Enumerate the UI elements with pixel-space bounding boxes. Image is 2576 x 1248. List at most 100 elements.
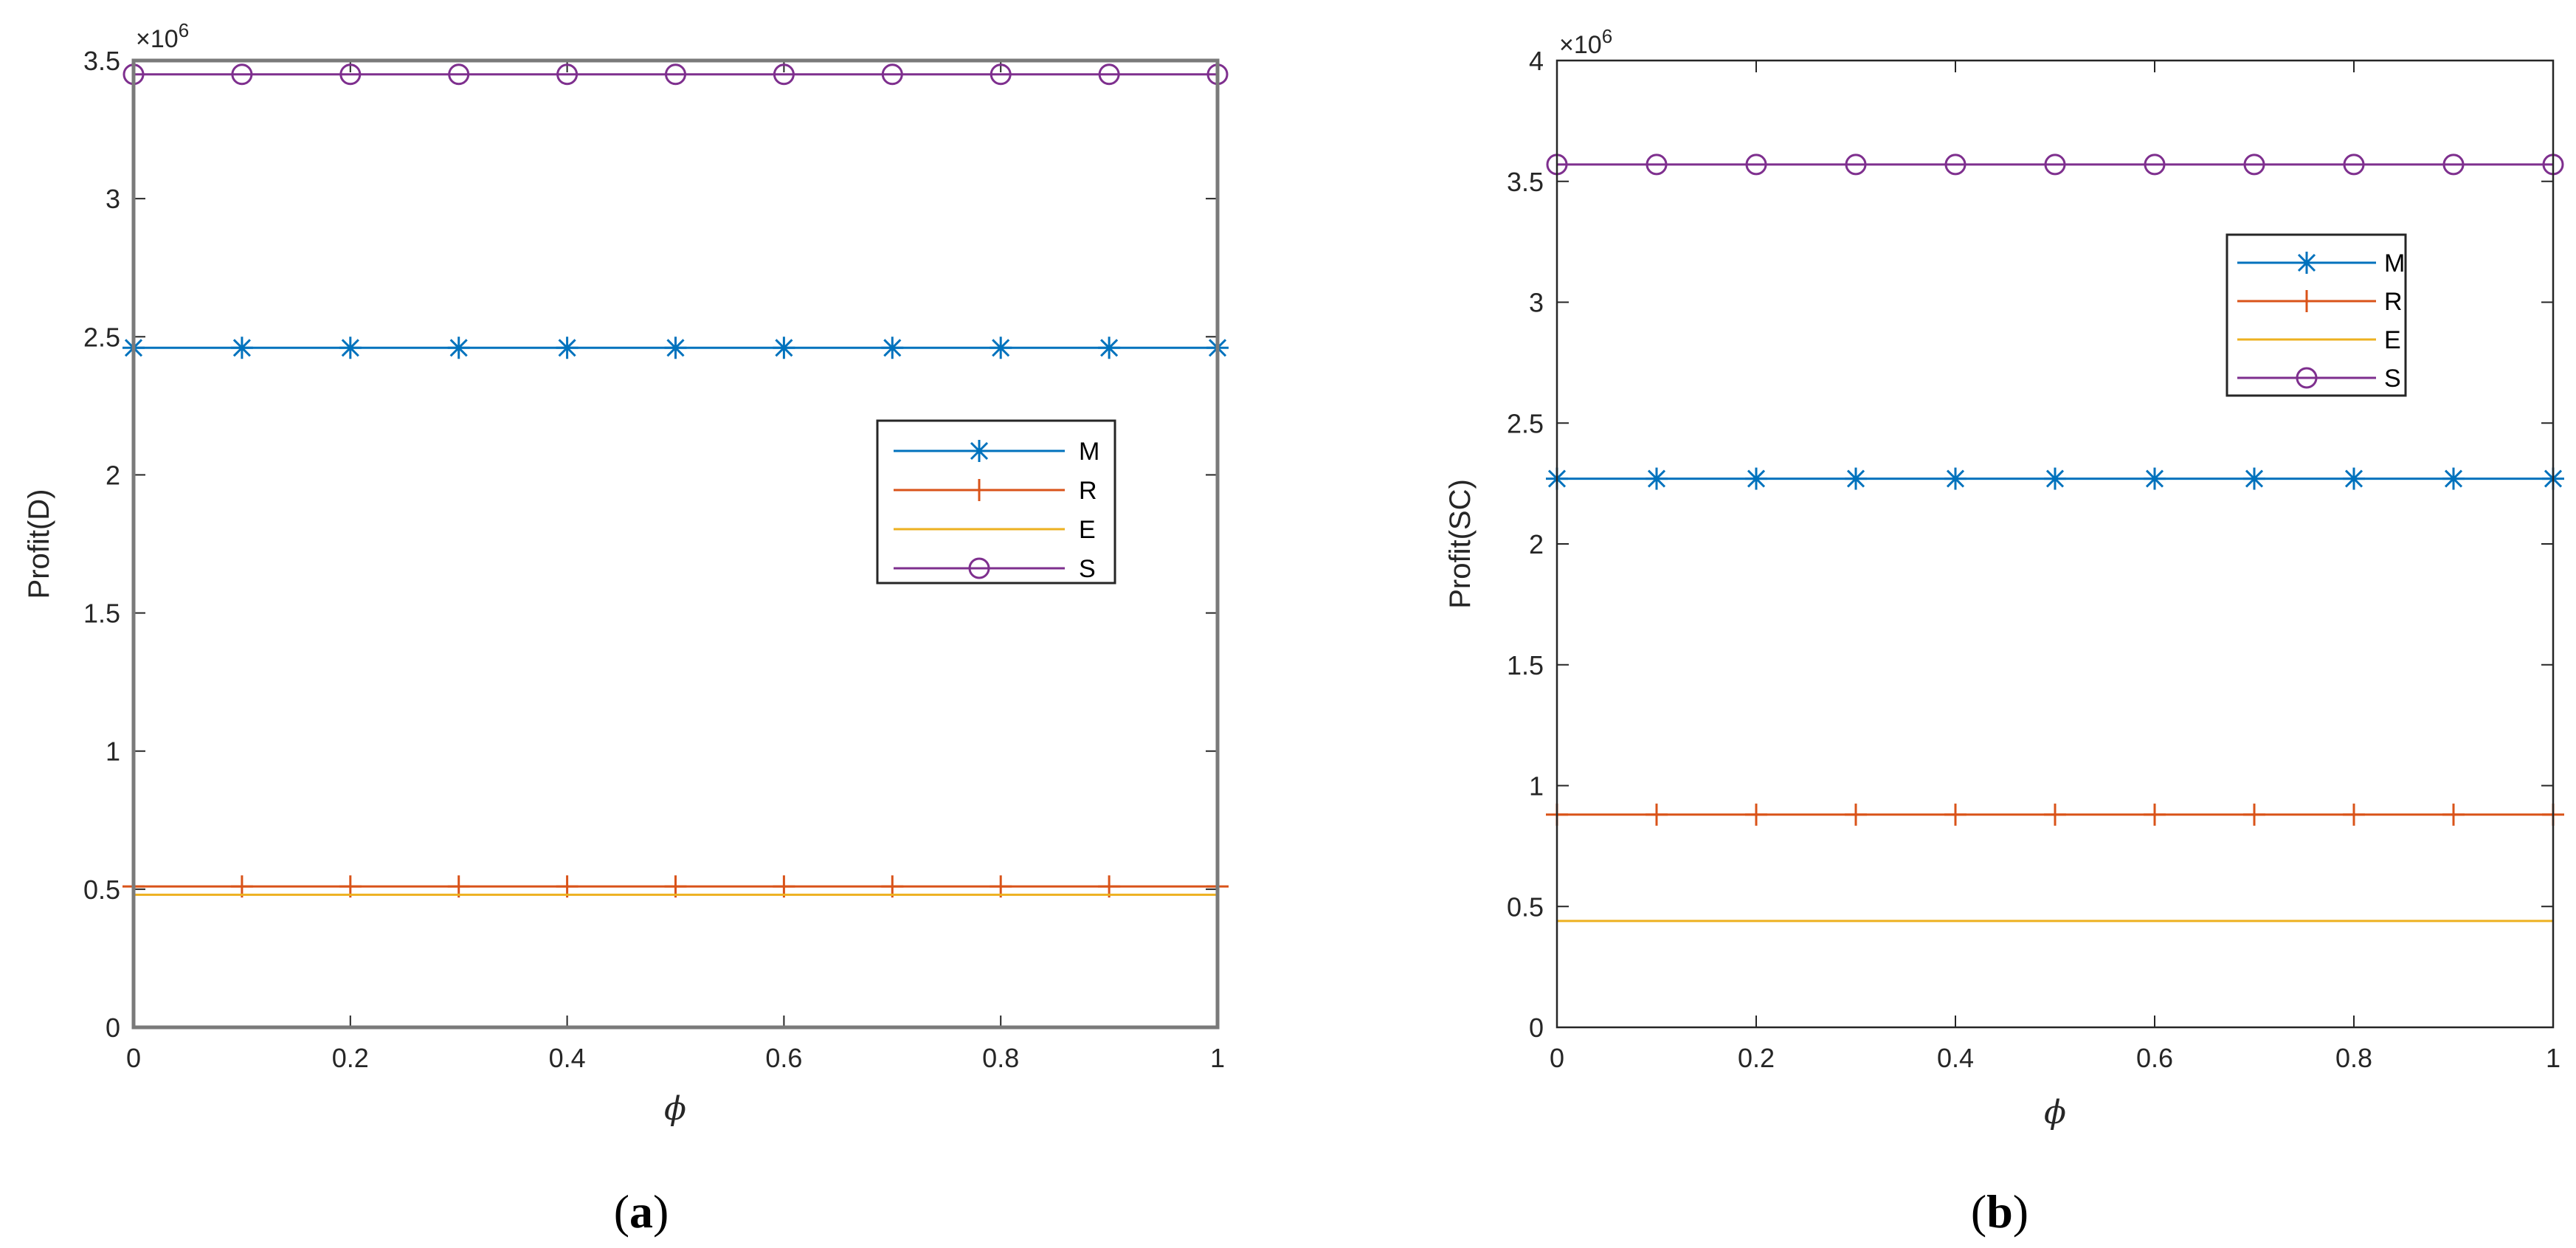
data-point-m-b <box>1944 467 1966 490</box>
legend-marker-s-b <box>2296 367 2318 389</box>
y-tick-label-b: 3 <box>1529 288 1544 318</box>
data-point-r-b <box>1646 803 1668 826</box>
legend-marker-r-b <box>2296 290 2318 312</box>
data-point-s-a <box>1098 63 1120 86</box>
data-point-s-b <box>1646 154 1668 176</box>
y-tick-label-b: 4 <box>1529 46 1544 76</box>
data-point-r-b <box>2343 803 2365 826</box>
data-point-s-b <box>1745 154 1767 176</box>
data-point-m-a <box>773 337 795 359</box>
y-tick-label-a: 2.5 <box>83 322 120 352</box>
x-tick-label-b: 0.2 <box>1738 1043 1775 1073</box>
x-tick-label-b: 0.4 <box>1937 1043 1974 1073</box>
data-point-r-b <box>2044 803 2066 826</box>
data-point-s-a <box>881 63 903 86</box>
x-tick-label-b: 1 <box>2546 1043 2561 1073</box>
x-tick-label-a: 0.8 <box>982 1043 1019 1073</box>
legend-marker-m-a <box>968 440 990 462</box>
data-point-s-a <box>556 63 579 86</box>
data-point-m-b <box>1646 467 1668 490</box>
data-point-s-a <box>448 63 470 86</box>
legend-label-s-b: S <box>2384 365 2401 393</box>
legend-box-a <box>876 419 1116 585</box>
data-point-s-b <box>2243 154 2265 176</box>
x-tick-label-b: 0.6 <box>2136 1043 2173 1073</box>
y-tick-label-a: 0 <box>106 1013 120 1043</box>
legend-label-r-b: R <box>2384 288 2403 316</box>
plot-frame-a <box>131 58 1220 1030</box>
data-point-r-b <box>2243 803 2265 826</box>
data-point-r-b <box>1745 803 1767 826</box>
legend-marker-r-a <box>968 479 990 501</box>
y-tick-label-b: 2 <box>1529 529 1544 559</box>
data-point-m-a <box>339 337 362 359</box>
data-point-m-a <box>447 337 470 359</box>
legend-marker-s-a <box>968 557 990 579</box>
legend-marker-m-b <box>2296 252 2318 274</box>
y-tick-label-a: 0.5 <box>83 875 120 905</box>
y-tick-label-a: 1.5 <box>83 599 120 629</box>
data-point-s-a <box>990 63 1012 86</box>
plot-frame-b <box>1555 59 2555 1029</box>
data-point-s-b <box>2144 154 2166 176</box>
data-point-s-b <box>1944 154 1966 176</box>
data-point-m-b <box>2144 467 2166 490</box>
y-tick-label-b: 2.5 <box>1507 408 1544 438</box>
y-axis-label-a: Profit(D) <box>23 489 55 599</box>
y-tick-label-b: 1 <box>1529 771 1544 801</box>
data-point-m-a <box>881 337 904 359</box>
legend-label-e-a: E <box>1079 516 1096 544</box>
data-point-r-b <box>2442 803 2465 826</box>
y-tick-label-a: 1 <box>106 737 120 767</box>
x-tick-label-b: 0 <box>1550 1043 1564 1073</box>
data-point-m-a <box>556 337 579 359</box>
legend-label-m-a: M <box>1079 438 1099 466</box>
chart-panel-b: 0 0.2 0.4 0.6 0.8 1 0 0.5 1 1.5 2 2.5 3 3.5 4 ×106 Pro… <box>1444 25 2564 1238</box>
chart-panel-a: 0 0.2 0.4 0.6 0.8 1 0 0.5 1 1.5 2 2.5 3 3.5 ×106 Prof… <box>23 19 1229 1238</box>
data-point-m-b <box>1845 467 1867 490</box>
legend-label-e-b: E <box>2384 326 2401 354</box>
caption-b: (b) <box>1971 1185 2028 1238</box>
x-tick-label-a: 0 <box>126 1043 141 1073</box>
y-axis-label-b: Profit(SC) <box>1444 479 1477 609</box>
y-tick-label-b: 3.5 <box>1507 167 1544 197</box>
y-tick-label-b: 0.5 <box>1507 892 1544 922</box>
x-tick-label-a: 0.4 <box>549 1043 586 1073</box>
y-tick-label-a: 3 <box>106 184 120 214</box>
x-tick-label-a: 0.6 <box>765 1043 802 1073</box>
x-axis-label-b: ϕ <box>2044 1094 2066 1131</box>
legend-label-s-a: S <box>1079 555 1096 583</box>
y-tick-label-a: 3.5 <box>83 46 120 76</box>
data-point-m-a <box>990 337 1012 359</box>
data-point-m-b <box>2044 467 2066 490</box>
data-point-m-a <box>230 337 253 359</box>
data-point-s-a <box>339 63 362 86</box>
data-point-r-b <box>2144 803 2166 826</box>
x-tick-label-a: 0.2 <box>332 1043 369 1073</box>
y-tick-label-b: 1.5 <box>1507 650 1544 680</box>
data-point-m-a <box>664 337 687 359</box>
legend-label-m-b: M <box>2384 249 2405 277</box>
data-point-s-b <box>1845 154 1867 176</box>
exponent-label-b: ×106 <box>1559 25 1612 59</box>
plot-area-b <box>1557 61 2553 1027</box>
legend-label-r-a: R <box>1079 477 1097 505</box>
data-point-r-b <box>1944 803 1966 826</box>
data-point-r-b <box>1845 803 1867 826</box>
data-point-m-b <box>1745 467 1767 490</box>
tick-labels-b: 0 0.2 0.4 0.6 0.8 1 0 0.5 1 1.5 2 2.5 3 3.5 4 <box>1507 46 2561 1073</box>
legend-box-b <box>2225 233 2407 397</box>
tick-labels-a: 0 0.2 0.4 0.6 0.8 1 0 0.5 1 1.5 2 2.5 3 3.5 <box>83 46 1225 1073</box>
x-tick-label-b: 0.8 <box>2335 1043 2372 1073</box>
x-tick-label-a: 1 <box>1210 1043 1225 1073</box>
data-point-m-b <box>2442 467 2465 490</box>
data-point-s-b <box>2442 154 2465 176</box>
exponent-label-a: ×106 <box>136 19 189 53</box>
y-tick-label-b: 0 <box>1529 1013 1544 1043</box>
data-point-s-b <box>2044 154 2066 176</box>
